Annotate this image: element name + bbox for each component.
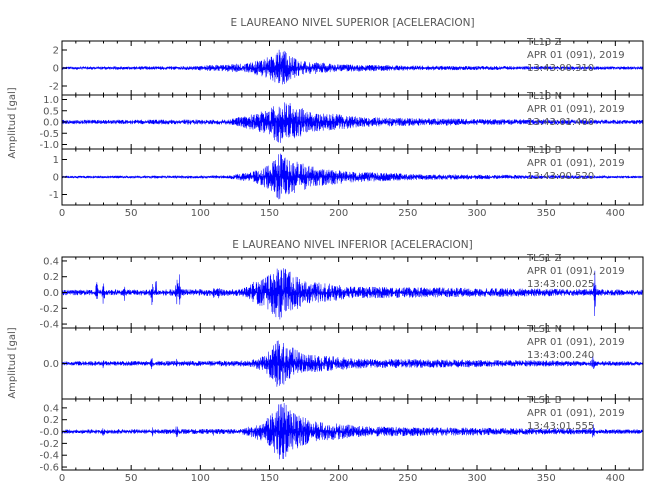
waveform-trace bbox=[61, 153, 644, 200]
station-label: TL13 Z bbox=[526, 37, 562, 48]
panel-TLS1-N: 0.0 TLS1 N APR 01 (091), 2019 13:43:00.240 bbox=[43, 324, 644, 400]
y-tick-label: 0.2 bbox=[43, 272, 59, 283]
x-tick-label: 300 bbox=[467, 208, 486, 219]
y-tick-label: -2 bbox=[49, 82, 59, 93]
panel-TL13-E: -1 0 1 TL13 E APR 01 (091), 2019 13:43:00.520 bbox=[49, 145, 644, 206]
y-tick-label: 0.4 bbox=[43, 256, 59, 267]
chart-title: E LAUREANO NIVEL SUPERIOR [ACELERACION] bbox=[230, 17, 474, 29]
x-tick-label: 100 bbox=[191, 473, 210, 484]
y-tick-label: 0.5 bbox=[43, 106, 59, 117]
record-time: 13:43:00.310 bbox=[527, 63, 594, 74]
chart-1: E LAUREANO NIVEL INFERIOR [ACELERACION] -… bbox=[7, 239, 644, 484]
record-time: 13:43:01.555 bbox=[527, 421, 594, 432]
station-label: TL13 N bbox=[526, 91, 562, 102]
record-time: 13:43:00.240 bbox=[527, 350, 594, 361]
record-time: 13:43:00.520 bbox=[527, 171, 594, 182]
y-tick-label: -0.0 bbox=[39, 427, 59, 438]
waveform-trace bbox=[61, 268, 644, 320]
y-axis-label: Amplitud [gal] bbox=[7, 87, 18, 158]
y-tick-label: 0.2 bbox=[43, 415, 59, 426]
x-tick-label: 200 bbox=[329, 208, 348, 219]
x-tick-label: 300 bbox=[467, 473, 486, 484]
y-tick-label: 0.0 bbox=[43, 288, 59, 299]
station-label: TLS1 Z bbox=[526, 253, 562, 264]
y-tick-label: -0.2 bbox=[39, 304, 59, 315]
x-tick-label: 350 bbox=[537, 473, 556, 484]
y-tick-label: -0.4 bbox=[39, 451, 59, 462]
y-tick-label: -0.6 bbox=[39, 463, 59, 474]
record-date: APR 01 (091), 2019 bbox=[527, 408, 625, 419]
y-tick-label: 1.0 bbox=[43, 95, 59, 106]
station-label: TL13 E bbox=[526, 145, 561, 156]
record-date: APR 01 (091), 2019 bbox=[527, 266, 625, 277]
y-tick-label: 0 bbox=[53, 173, 59, 184]
x-tick-label: 0 bbox=[59, 208, 65, 219]
x-tick-label: 400 bbox=[606, 473, 625, 484]
waveform-trace bbox=[61, 340, 644, 387]
waveform-trace bbox=[61, 49, 644, 85]
y-tick-label: 0 bbox=[53, 64, 59, 75]
record-time: 13:43:01.400 bbox=[527, 117, 594, 128]
y-tick-label: 0.0 bbox=[43, 359, 59, 370]
y-tick-label: 2 bbox=[53, 46, 59, 57]
panel-TL13-N: -1.0-0.50.00.51.0 TL13 N APR 01 (091), 201… bbox=[39, 91, 644, 151]
record-time: 13:43:00.025 bbox=[527, 279, 594, 290]
panel-TLS1-E: -0.6-0.4-0.2-0.00.20.4 TLS1 E APR 01 (091)… bbox=[39, 395, 644, 474]
record-date: APR 01 (091), 2019 bbox=[527, 158, 625, 169]
x-tick-label: 250 bbox=[398, 473, 417, 484]
waveform-trace bbox=[61, 102, 644, 143]
x-tick-label: 50 bbox=[125, 208, 138, 219]
station-label: TLS1 E bbox=[526, 395, 561, 406]
x-tick-label: 100 bbox=[191, 208, 210, 219]
x-tick-label: 150 bbox=[260, 208, 279, 219]
x-tick-label: 150 bbox=[260, 473, 279, 484]
panel-TL13-Z: -2 0 2 TL13 Z APR 01 (091), 2019 13:43:00.310 bbox=[49, 37, 644, 96]
y-tick-label: -0.4 bbox=[39, 320, 59, 331]
x-tick-label: 50 bbox=[125, 473, 138, 484]
y-axis-label: Amplitud [gal] bbox=[7, 327, 18, 398]
x-tick-label: 0 bbox=[59, 473, 65, 484]
y-tick-label: 0.4 bbox=[43, 403, 59, 414]
record-date: APR 01 (091), 2019 bbox=[527, 104, 625, 115]
y-tick-label: 0.0 bbox=[43, 118, 59, 129]
chart-0: E LAUREANO NIVEL SUPERIOR [ACELERACION] -… bbox=[7, 17, 644, 219]
y-tick-label: -1 bbox=[49, 190, 59, 201]
y-tick-label: -1.0 bbox=[39, 140, 59, 151]
x-tick-label: 400 bbox=[606, 208, 625, 219]
record-date: APR 01 (091), 2019 bbox=[527, 337, 625, 348]
station-label: TLS1 N bbox=[526, 324, 562, 335]
x-tick-label: 350 bbox=[537, 208, 556, 219]
chart-title: E LAUREANO NIVEL INFERIOR [ACELERACION] bbox=[232, 239, 472, 251]
x-tick-label: 200 bbox=[329, 473, 348, 484]
panel-TLS1-Z: -0.4 -0.2 0.0 0.2 0.4 TLS1 Z APR 01 (091), 201… bbox=[39, 253, 644, 331]
x-tick-label: 250 bbox=[398, 208, 417, 219]
waveform-trace bbox=[61, 402, 644, 460]
y-tick-label: 1 bbox=[53, 155, 59, 166]
y-tick-label: -0.2 bbox=[39, 439, 59, 450]
record-date: APR 01 (091), 2019 bbox=[527, 50, 625, 61]
y-tick-label: -0.5 bbox=[39, 129, 59, 140]
